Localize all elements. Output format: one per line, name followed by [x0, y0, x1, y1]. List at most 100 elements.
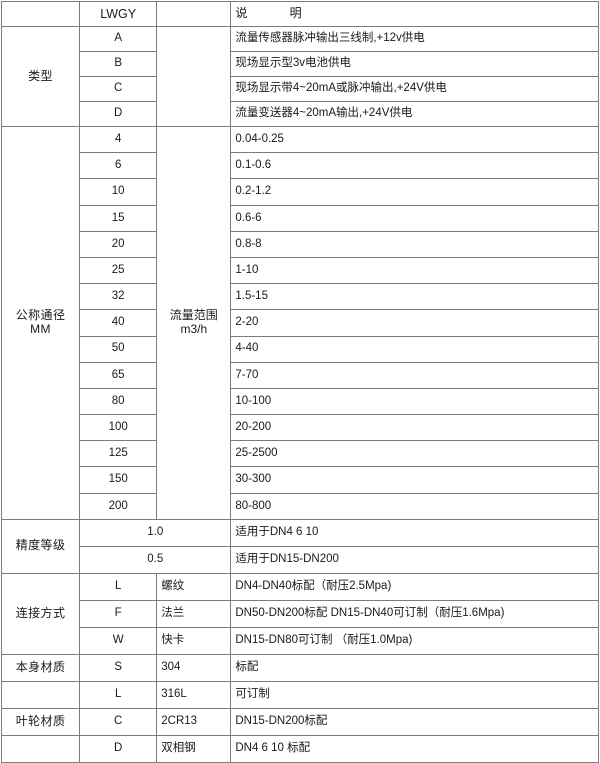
code-cell: 25: [79, 256, 158, 285]
table-row: D 流量变送器4~20mA输出,+24V供电: [2, 101, 599, 127]
group-label-body-material: 本身材质: [0, 653, 81, 682]
description-cell: DN50-DN200标配 DN15-DN40可订制（耐压1.6Mpa): [230, 599, 599, 628]
description-cell: 10-100: [230, 387, 599, 416]
group-label-accuracy-grade: 精度等级: [0, 518, 81, 574]
table-row: 公称通径 MM 4 流量范围 m3/h 0.04-0.25: [0, 125, 599, 520]
table-row: 20 0.8-8: [2, 230, 599, 258]
code-cell: F: [79, 599, 158, 628]
description-cell: 1.5-15: [230, 283, 599, 311]
code-cell: 50: [79, 335, 158, 363]
code-cell: A: [79, 26, 158, 52]
table-row: 6 0.1-0.6: [2, 152, 599, 180]
code-cell: D: [79, 101, 158, 127]
mid-cell: 螺纹: [156, 572, 232, 601]
code-cell: 40: [79, 309, 158, 337]
description-cell: DN4-DN40标配（耐压2.5Mpa): [230, 572, 599, 601]
description-cell: 2-20: [230, 309, 599, 337]
group-label-type: 类型: [0, 26, 81, 127]
group-label-accuracy-line1: 精度等级: [15, 538, 66, 553]
description-cell: 流量传感器脉冲输出三线制,+12v供电: [230, 26, 599, 52]
table-row: 15 0.6-6: [2, 204, 599, 232]
flow-range-label-line1: 流量范围: [169, 308, 218, 323]
code-cell: 20: [79, 230, 158, 258]
header-model-code: LWGY: [79, 1, 158, 27]
table-row: 40 2-20: [2, 309, 599, 337]
code-cell: 4: [79, 125, 158, 154]
header-description: 说明: [230, 1, 599, 27]
mid-cell: 304: [156, 653, 232, 682]
mid-blank-cell-type: [156, 26, 232, 127]
code-cell: 100: [79, 414, 158, 442]
header-description-part2: 明: [289, 6, 302, 21]
group-label-type-line1: 类型: [28, 68, 53, 83]
description-cell: 20-200: [230, 414, 599, 442]
group-label-nominal-diameter: 公称通径 MM: [0, 126, 81, 520]
code-cell: L: [79, 572, 158, 601]
table-row: 本身材质 S 304 标配: [0, 653, 599, 682]
group-label-nd-line2: MM: [30, 321, 51, 336]
description-cell: 0.04-0.25: [230, 125, 599, 154]
description-cell: 25-2500: [230, 440, 599, 468]
description-cell: 现场显示型3v电池供电: [230, 51, 599, 77]
flow-range-label: 流量范围 m3/h: [156, 126, 232, 520]
table-row: 叶轮材质 C 2CR13 DN15-DN200标配: [0, 707, 599, 736]
table-row: B 现场显示型3v电池供电: [2, 51, 599, 77]
code-cell: 0.5: [79, 545, 232, 574]
table-row: 65 7-70: [2, 361, 599, 389]
code-cell: C: [79, 76, 158, 102]
table-row: D 双相钢 DN4 6 10 标配: [0, 734, 599, 763]
description-cell: DN15-DN80可订制 （耐压1.0Mpa): [230, 626, 599, 655]
description-cell: 适用于DN15-DN200: [230, 545, 599, 574]
code-cell: 200: [79, 492, 158, 520]
table-row: 10 0.2-1.2: [2, 178, 599, 206]
code-cell: L: [79, 680, 158, 709]
description-cell: DN15-DN200标配: [230, 707, 599, 736]
mid-cell: 316L: [156, 680, 232, 709]
description-cell: 现场显示带4~20mA或脉冲输出,+24V供电: [230, 76, 599, 102]
header-blank-cell-2: [156, 1, 232, 27]
table-row: 类型 A 流量传感器脉冲输出三线制,+12v供电: [0, 26, 599, 127]
code-cell: D: [79, 734, 158, 763]
description-cell: 7-70: [230, 361, 599, 389]
header-description-part1: 说: [235, 6, 248, 21]
mid-cell: 法兰: [156, 599, 232, 628]
code-cell: 15: [79, 204, 158, 232]
code-cell: S: [79, 653, 158, 682]
mid-cell: 双相钢: [156, 734, 232, 763]
table-row: W 快卡 DN15-DN80可订制 （耐压1.0Mpa): [2, 626, 599, 655]
group-label-connection-line1: 连接方式: [15, 605, 66, 620]
description-cell: 标配: [230, 653, 599, 682]
group-label-connection-type: 连接方式: [0, 572, 81, 655]
code-cell: 6: [79, 152, 158, 180]
code-cell: 125: [79, 440, 158, 468]
mid-cell: 快卡: [156, 626, 232, 655]
table-row: F 法兰 DN50-DN200标配 DN15-DN40可订制（耐压1.6Mpa): [2, 599, 599, 628]
table-row: 精度等级 1.0 适用于DN4 6 10: [0, 518, 599, 574]
group-label-body-material-line1: 本身材质: [15, 659, 66, 674]
table-row: 32 1.5-15: [2, 283, 599, 311]
code-cell: 65: [79, 361, 158, 389]
description-cell: 0.1-0.6: [230, 152, 599, 180]
code-cell: C: [79, 707, 158, 736]
description-cell: 4-40: [230, 335, 599, 363]
description-cell: 流量变送器4~20mA输出,+24V供电: [230, 101, 599, 127]
description-cell: 0.2-1.2: [230, 178, 599, 206]
code-cell: 150: [79, 466, 158, 494]
table-row: 连接方式 L 螺纹 DN4-DN40标配（耐压2.5Mpa): [0, 572, 599, 655]
code-cell: B: [79, 51, 158, 77]
description-cell: DN4 6 10 标配: [230, 734, 599, 763]
group-label-body-material-continuation: [0, 680, 81, 709]
description-cell: 0.8-8: [230, 230, 599, 258]
table-row: 80 10-100: [2, 387, 599, 416]
table-row: L 316L 可订制: [0, 680, 599, 709]
code-cell: 10: [79, 178, 158, 206]
header-blank-cell: [0, 1, 81, 27]
code-cell: 80: [79, 387, 158, 416]
description-cell: 可订制: [230, 680, 599, 709]
table-row: C 现场显示带4~20mA或脉冲输出,+24V供电: [2, 76, 599, 102]
description-cell: 30-300: [230, 466, 599, 494]
table-row: 100 20-200: [2, 414, 599, 442]
table-row: 125 25-2500: [2, 440, 599, 468]
code-cell: 1.0: [79, 518, 232, 547]
